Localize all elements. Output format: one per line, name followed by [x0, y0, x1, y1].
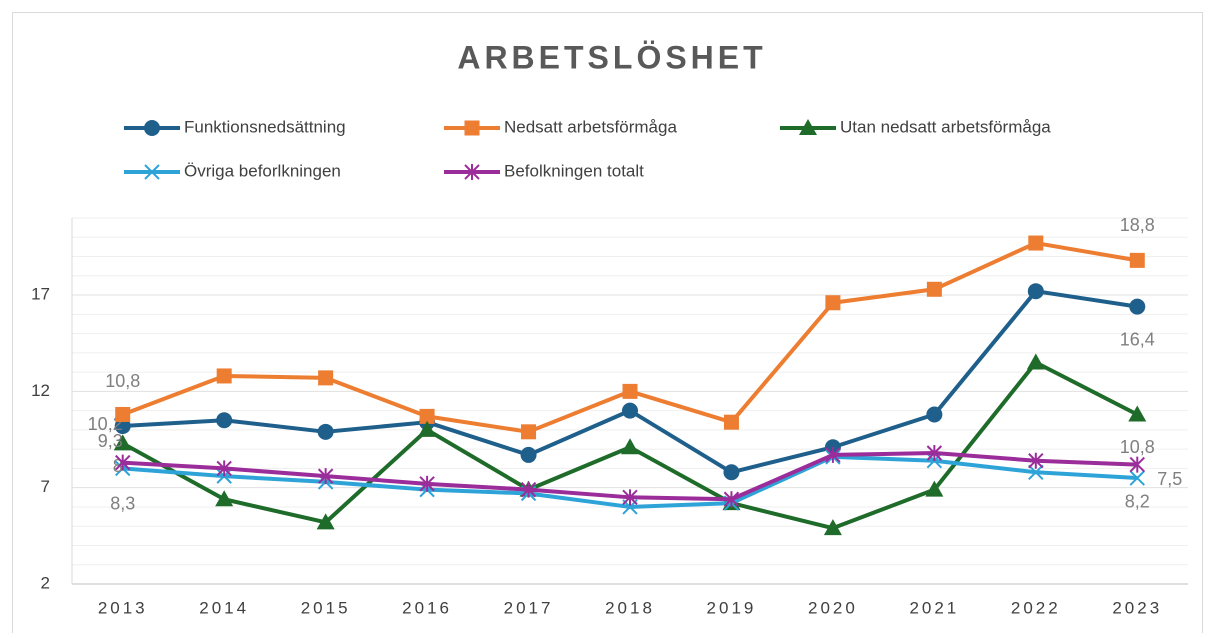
marker — [520, 481, 537, 498]
marker — [115, 406, 131, 422]
marker — [926, 445, 943, 462]
x-tick-label: 2017 — [504, 598, 554, 617]
x-tick-label: 2020 — [808, 598, 858, 617]
marker — [825, 295, 841, 311]
data-label: 8,2 — [1125, 491, 1150, 511]
marker — [1129, 252, 1145, 268]
y-tick-label: 17 — [31, 285, 50, 304]
marker — [723, 491, 740, 508]
marker — [1129, 456, 1145, 473]
marker — [926, 281, 942, 297]
data-label: 7,5 — [1157, 469, 1182, 489]
y-tick-label: 12 — [31, 381, 50, 400]
legend-label: Utan nedsatt arbetsförmåga — [840, 117, 1051, 136]
x-tick-label: 2018 — [605, 598, 655, 617]
x-tick-label: 2016 — [402, 598, 452, 617]
marker — [317, 468, 334, 485]
marker — [114, 418, 131, 435]
data-label: 8 — [113, 456, 123, 476]
x-tick-label: 2013 — [98, 598, 148, 617]
marker — [622, 489, 638, 506]
marker — [216, 460, 232, 477]
marker — [1027, 283, 1044, 300]
x-tick-label: 2022 — [1011, 598, 1061, 617]
marker — [464, 120, 480, 136]
legend-label: Funktionsnedsättning — [184, 117, 346, 136]
marker — [419, 475, 435, 492]
data-label: 8,3 — [110, 493, 135, 513]
marker — [823, 519, 842, 536]
marker — [419, 408, 435, 424]
marker — [723, 464, 740, 481]
x-tick-label: 2019 — [707, 598, 757, 617]
marker — [622, 383, 638, 399]
marker — [216, 412, 233, 429]
data-label: 10,2 — [88, 414, 123, 434]
marker — [316, 513, 335, 530]
marker — [1129, 470, 1145, 486]
marker — [621, 438, 639, 455]
legend-label: Befolkningen totalt — [504, 161, 644, 180]
chart-border — [12, 12, 1203, 638]
marker — [723, 414, 739, 430]
legend-label: Nedsatt arbetsförmåga — [504, 117, 677, 136]
y-tick-label: 7 — [41, 477, 50, 496]
marker — [1028, 452, 1044, 469]
x-tick-label: 2014 — [199, 598, 249, 617]
marker — [318, 370, 334, 386]
x-tick-label: 2015 — [301, 598, 351, 617]
marker — [113, 434, 132, 451]
marker — [925, 480, 944, 497]
marker — [144, 120, 160, 136]
marker — [1028, 464, 1044, 480]
marker — [144, 164, 160, 180]
data-label: 10,8 — [105, 371, 140, 391]
data-label: 16,4 — [1120, 329, 1155, 349]
marker — [317, 423, 334, 440]
x-tick-label: 2021 — [909, 598, 959, 617]
data-label: 18,8 — [1120, 215, 1155, 235]
marker — [418, 420, 437, 437]
marker — [115, 454, 131, 471]
y-tick-label: 2 — [41, 573, 50, 592]
chart-title: ARBETSLÖSHET — [457, 39, 766, 75]
legend-label: Övriga beforlkningen — [184, 161, 341, 180]
marker — [622, 402, 638, 419]
marker — [926, 406, 943, 423]
marker — [1129, 298, 1146, 315]
marker — [799, 119, 817, 135]
marker — [216, 368, 232, 384]
marker — [520, 446, 537, 463]
marker — [1028, 235, 1044, 251]
marker — [825, 446, 841, 463]
x-tick-label: 2023 — [1112, 598, 1162, 617]
data-label: 10,8 — [1120, 437, 1155, 457]
marker — [215, 490, 234, 507]
data-label: 9,3 — [98, 431, 123, 451]
marker — [464, 164, 480, 180]
marker — [521, 424, 537, 440]
marker — [1026, 353, 1045, 370]
marker — [1128, 405, 1147, 422]
